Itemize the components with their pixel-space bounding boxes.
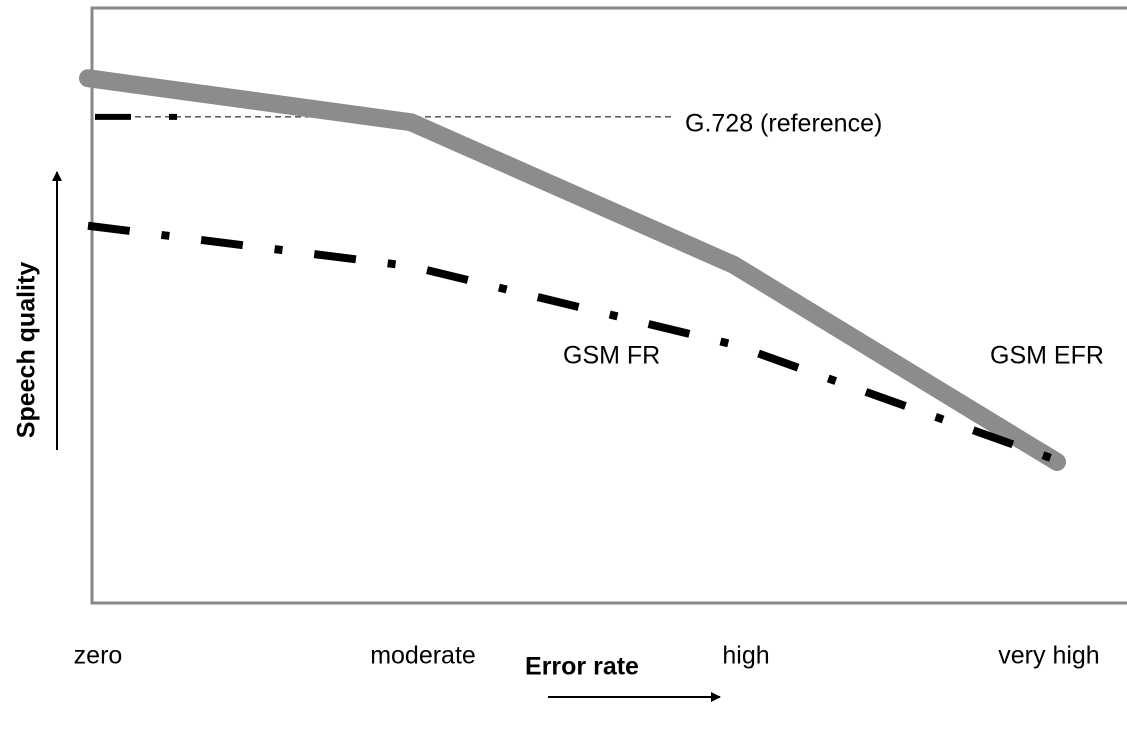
x-tick-label: zero: [74, 642, 123, 670]
x-tick-label: moderate: [370, 642, 476, 670]
y-axis-label: Speech quality: [13, 262, 41, 439]
x-tick-label: high: [722, 642, 769, 670]
reference-label: G.728 (reference): [685, 109, 882, 137]
x-axis-label: Error rate: [525, 653, 639, 681]
plot-frame: [90, 6, 1127, 605]
series-label: GSM EFR: [990, 342, 1104, 370]
series-line: [87, 221, 1059, 464]
series-label: GSM FR: [563, 342, 660, 370]
x-tick-label: very high: [998, 642, 1099, 670]
series-line: [79, 69, 1066, 471]
